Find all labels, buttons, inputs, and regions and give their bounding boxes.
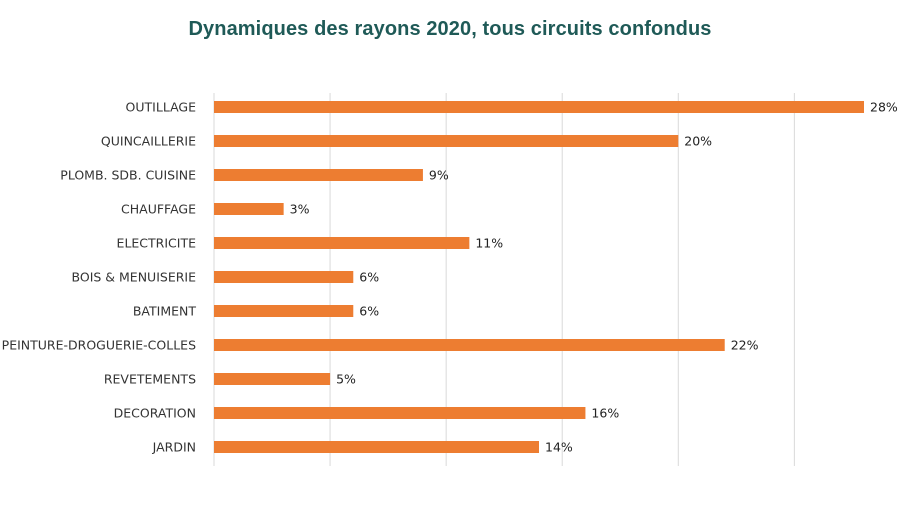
bars [214, 101, 864, 453]
category-label: OUTILLAGE [126, 100, 197, 115]
bar [214, 203, 284, 215]
bar [214, 169, 423, 181]
category-label: REVETEMENTS [104, 372, 196, 387]
bar [214, 101, 864, 113]
category-label: ELECTRICITE [117, 236, 197, 251]
value-labels: 28% 20% 9% 3% 11% 6% 6% 22% 5% 16% 14% [290, 100, 898, 455]
bar [214, 373, 331, 385]
bar [214, 339, 725, 351]
data-label: 28% [870, 100, 898, 115]
category-label: DECORATION [114, 406, 196, 421]
data-label: 9% [429, 168, 449, 183]
data-label: 22% [731, 338, 759, 353]
bar [214, 407, 586, 419]
category-label: QUINCAILLERIE [101, 134, 196, 149]
category-label: BOIS & MENUISERIE [72, 270, 197, 285]
data-label: 20% [684, 134, 712, 149]
category-labels: OUTILLAGE QUINCAILLERIE PLOMB. SDB. CUISIN… [2, 100, 197, 455]
data-label: 6% [359, 304, 379, 319]
category-label: PEINTURE-DROGUERIE-COLLES [2, 338, 196, 353]
bar [214, 237, 470, 249]
data-label: 5% [336, 372, 356, 387]
data-label: 16% [591, 406, 619, 421]
category-label: PLOMB. SDB. CUISINE [60, 168, 196, 183]
category-label: CHAUFFAGE [121, 202, 196, 217]
category-label: JARDIN [152, 440, 196, 455]
bar [214, 441, 539, 453]
bar [214, 135, 679, 147]
data-label: 11% [475, 236, 503, 251]
data-label: 14% [545, 440, 573, 455]
data-label: 6% [359, 270, 379, 285]
data-label: 3% [290, 202, 310, 217]
category-label: BATIMENT [133, 304, 197, 319]
bar [214, 271, 354, 283]
chart-title: Dynamiques des rayons 2020, tous circuit… [188, 18, 712, 40]
bar [214, 305, 354, 317]
